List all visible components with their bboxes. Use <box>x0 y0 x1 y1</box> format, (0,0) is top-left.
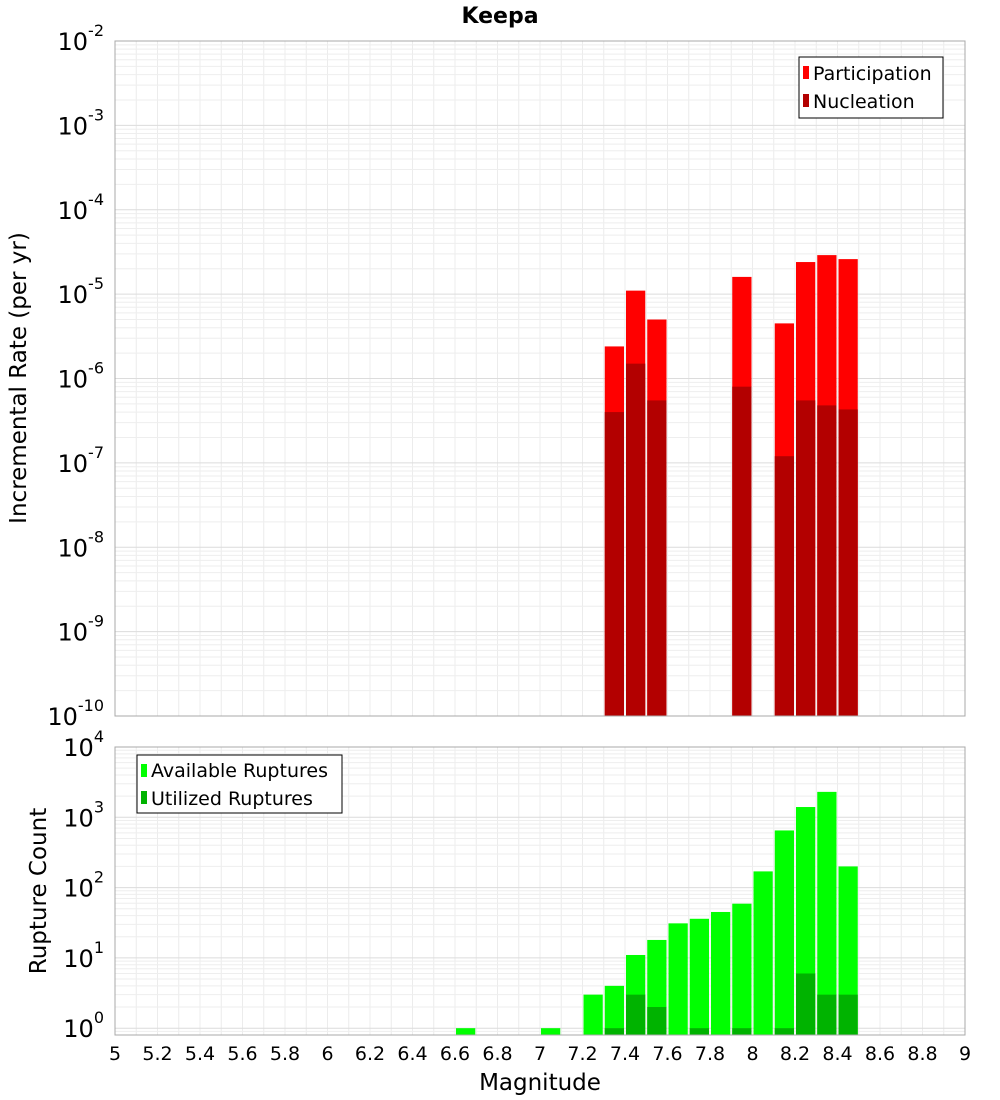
x-tick-label: 8.4 <box>822 1043 852 1065</box>
y-tick-label: 10-7 <box>58 443 105 478</box>
bar-nucleation <box>817 405 837 716</box>
bar-available-ruptures <box>732 903 752 1035</box>
y-tick-label: 10-9 <box>58 612 105 647</box>
bottom-legend: Available Ruptures Utilized Ruptures <box>136 754 343 814</box>
chart-title: Keepa <box>461 4 538 29</box>
x-tick-label: 6.2 <box>355 1043 385 1065</box>
bar-utilized-ruptures <box>647 1007 667 1035</box>
x-axis-label: Magnitude <box>479 1070 601 1096</box>
x-tick-label: 6.8 <box>482 1043 512 1065</box>
x-tick-label: 6.4 <box>397 1043 427 1065</box>
bar-nucleation <box>604 412 624 716</box>
bar-available-ruptures <box>753 871 773 1035</box>
bar-nucleation <box>796 400 816 716</box>
bar-available-ruptures <box>668 923 688 1035</box>
bar-nucleation <box>774 456 794 716</box>
bar-available-ruptures <box>456 1028 476 1035</box>
top-y-tick-labels: 10-10 10-9 10-8 10-7 10-6 10-5 10-4 10-3 10-2 <box>47 21 104 731</box>
bar-nucleation <box>626 363 646 716</box>
y-tick-label: 100 <box>63 1008 104 1043</box>
bar-available-ruptures <box>689 918 709 1035</box>
bar-available-ruptures <box>583 994 603 1035</box>
y-tick-label: 103 <box>63 797 104 832</box>
bottom-panel: 100 101 102 103 104 Rupture Count Available … <box>26 727 966 1043</box>
x-tick-label: 5.6 <box>227 1043 257 1065</box>
y-tick-label: 102 <box>63 868 104 903</box>
bar-utilized-ruptures <box>604 1028 624 1035</box>
bar-utilized-ruptures <box>796 973 816 1035</box>
top-legend-box <box>798 56 944 119</box>
top-legend: Participation Nucleation <box>798 56 944 119</box>
x-tick-label: 7.8 <box>695 1043 725 1065</box>
x-tick-label: 7 <box>534 1043 546 1065</box>
bar-nucleation <box>647 400 667 716</box>
legend-label-nucleation: Nucleation <box>813 91 915 113</box>
y-tick-label: 101 <box>63 938 104 973</box>
bar-utilized-ruptures <box>774 1028 794 1035</box>
top-panel: 10-10 10-9 10-8 10-7 10-6 10-5 10-4 10-3 10-2 In… <box>6 21 966 731</box>
y-tick-label: 104 <box>63 727 104 762</box>
y-tick-label: 10-3 <box>58 105 105 140</box>
x-tick-label: 5.4 <box>185 1043 215 1065</box>
bar-utilized-ruptures <box>689 1028 709 1035</box>
y-tick-label: 10-4 <box>58 190 105 225</box>
legend-label-available-ruptures: Available Ruptures <box>151 760 328 782</box>
x-tick-label: 6.6 <box>440 1043 470 1065</box>
bar-utilized-ruptures <box>732 1028 752 1035</box>
bar-utilized-ruptures <box>626 994 646 1035</box>
x-tick-label: 9 <box>959 1043 971 1065</box>
bar-available-ruptures <box>604 985 624 1035</box>
x-tick-label: 8.6 <box>865 1043 895 1065</box>
y-tick-label: 10-2 <box>58 21 105 56</box>
bar-available-ruptures <box>817 791 837 1035</box>
x-tick-label: 8 <box>746 1043 758 1065</box>
legend-label-participation: Participation <box>813 63 932 85</box>
legend-swatch-participation <box>803 66 809 79</box>
x-tick-labels: 5 5.2 5.4 5.6 5.8 6 6.2 6.4 6.6 6.8 7 7.2 7.4 7.6 7.8 8… <box>109 1043 971 1065</box>
bar-utilized-ruptures <box>817 994 837 1035</box>
bottom-bars <box>456 791 858 1035</box>
bottom-plot-border <box>114 746 966 1036</box>
x-tick-label: 7.2 <box>567 1043 597 1065</box>
bar-available-ruptures <box>838 866 858 1035</box>
legend-swatch-utilized-ruptures <box>141 791 147 804</box>
x-tick-label: 5.8 <box>270 1043 300 1065</box>
bar-available-ruptures <box>711 911 731 1035</box>
bar-available-ruptures <box>774 830 794 1035</box>
bar-nucleation <box>838 409 858 716</box>
top-grid <box>114 40 966 717</box>
bar-nucleation <box>732 386 752 716</box>
bar-utilized-ruptures <box>838 994 858 1035</box>
bottom-y-axis-label: Rupture Count <box>26 808 52 974</box>
bottom-y-tick-labels: 100 101 102 103 104 <box>63 727 104 1043</box>
top-y-axis-label: Incremental Rate (per yr) <box>6 232 32 524</box>
bar-available-ruptures <box>541 1028 561 1035</box>
x-tick-label: 7.6 <box>652 1043 682 1065</box>
legend-swatch-nucleation <box>803 94 809 107</box>
x-tick-label: 7.4 <box>610 1043 640 1065</box>
bottom-legend-box <box>136 754 343 814</box>
legend-label-utilized-ruptures: Utilized Ruptures <box>151 788 313 810</box>
legend-swatch-available-ruptures <box>141 764 147 777</box>
x-tick-label: 8.8 <box>907 1043 937 1065</box>
x-tick-label: 5 <box>109 1043 121 1065</box>
top-plot-border <box>114 40 966 717</box>
y-tick-label: 10-5 <box>58 274 105 309</box>
y-tick-label: 10-10 <box>47 696 104 731</box>
x-tick-label: 8.2 <box>780 1043 810 1065</box>
top-bars <box>604 255 858 716</box>
y-tick-label: 10-8 <box>58 527 105 562</box>
x-tick-label: 5.2 <box>142 1043 172 1065</box>
x-tick-label: 6 <box>321 1043 333 1065</box>
y-tick-label: 10-6 <box>58 359 105 394</box>
